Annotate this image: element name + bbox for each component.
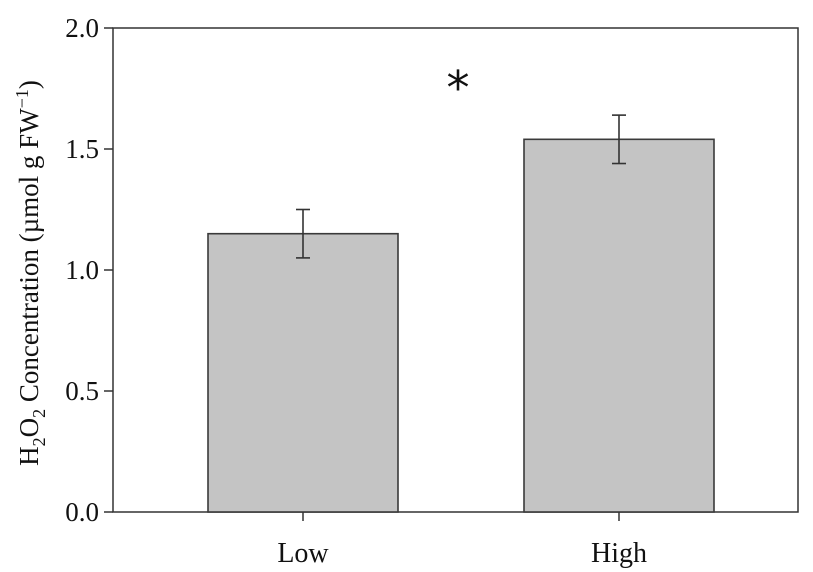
y-tick-label: 2.0 — [65, 13, 99, 43]
x-tick-label-high: High — [591, 538, 647, 569]
y-title-sub2: 2 — [29, 409, 49, 418]
bar-low — [207, 232, 399, 513]
y-title-o: O — [14, 418, 44, 438]
y-title-rest: Concentration (µmol g FW — [14, 108, 44, 409]
y-tick-label: 0.0 — [65, 497, 99, 527]
y-tick-label: 1.0 — [65, 255, 99, 285]
y-title-h: H — [14, 446, 44, 466]
y-axis-ticks: 0.0 0.5 1.0 1.5 2.0 — [65, 13, 113, 527]
y-tick-label: 1.5 — [65, 134, 99, 164]
significance-asterisk: * — [447, 61, 470, 115]
y-tick-label: 0.5 — [65, 376, 99, 406]
bar-high — [523, 138, 715, 513]
y-title-sub1: 2 — [29, 437, 49, 446]
y-title-close: ) — [14, 80, 44, 89]
x-axis-ticks: Low High — [277, 512, 647, 569]
bars-group — [207, 138, 715, 513]
y-axis-title: H2O2 Concentration (µmol g FW−1) — [12, 80, 49, 466]
x-tick-label-low: Low — [277, 538, 329, 569]
error-bars-group — [296, 114, 626, 259]
y-title-sup: −1 — [12, 89, 32, 108]
